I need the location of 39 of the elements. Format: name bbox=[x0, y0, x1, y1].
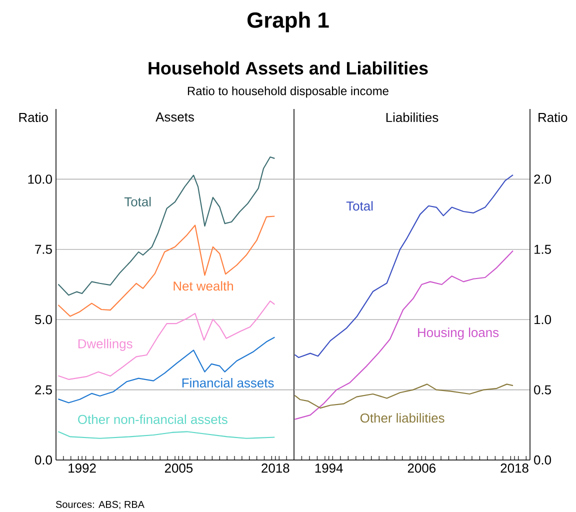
y-axis-title: Ratio bbox=[19, 112, 48, 122]
y-tick-label: 0.5 bbox=[534, 384, 551, 394]
x-tick-label: 2006 bbox=[408, 463, 436, 472]
text: Total bbox=[346, 200, 373, 210]
line-series bbox=[58, 215, 276, 317]
series-label: Financial assets bbox=[182, 378, 274, 388]
y-tick-label: 0.0 bbox=[34, 455, 52, 464]
y-tick-label: 10.0 bbox=[28, 174, 52, 184]
series-label: Total bbox=[124, 196, 151, 206]
y-tick-label: 0.0 bbox=[534, 455, 552, 464]
series-label: Other liabilities bbox=[360, 412, 444, 422]
y-tick-label: 2.5 bbox=[35, 384, 52, 394]
y-axis-title: Ratio bbox=[538, 112, 568, 122]
x-tick-label: 2005 bbox=[164, 463, 193, 472]
series-label: Other non-financial assets bbox=[78, 414, 228, 424]
x-tick-label: 1994 bbox=[315, 463, 343, 472]
line-series bbox=[294, 383, 514, 408]
x-tick-label: 2018 bbox=[262, 463, 290, 472]
line-series bbox=[58, 156, 276, 296]
chart-title: Liabilities bbox=[386, 112, 438, 122]
line-series bbox=[58, 430, 276, 439]
series-label: Net wealth bbox=[174, 280, 233, 290]
series-label: Dwellings bbox=[78, 338, 132, 351]
x-tick-label: 1992 bbox=[68, 463, 96, 472]
text: Household Assets and Liabilities bbox=[148, 61, 428, 74]
line-series bbox=[58, 336, 276, 404]
line-series bbox=[294, 174, 514, 358]
y-tick-label: 1.0 bbox=[534, 314, 552, 324]
y-tick-label: 5.0 bbox=[34, 314, 52, 324]
caption: Graph 1 bbox=[248, 12, 329, 32]
line-series bbox=[58, 300, 276, 380]
x-tick-label: 2018 bbox=[500, 463, 528, 472]
y-tick-label: 2.0 bbox=[534, 174, 552, 184]
y-tick-label: 7.5 bbox=[35, 244, 52, 254]
source-note: Sources: ABS; RBA bbox=[56, 500, 144, 509]
text: Ratio to household disposable income bbox=[188, 86, 388, 98]
chart-title: Assets bbox=[156, 112, 194, 122]
y-tick-label: 1.5 bbox=[534, 244, 551, 254]
series-label: Housing loans bbox=[418, 327, 499, 340]
